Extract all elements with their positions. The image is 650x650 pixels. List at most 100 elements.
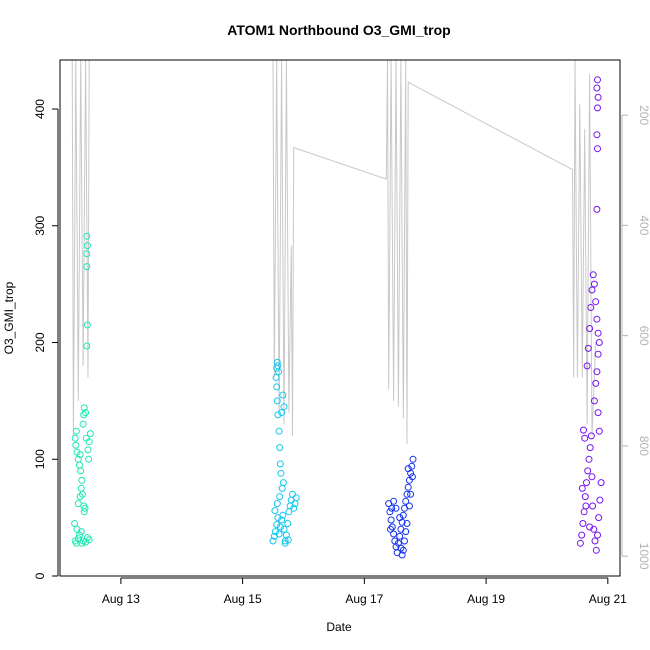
data-point bbox=[82, 538, 90, 546]
data-point bbox=[276, 460, 284, 468]
data-point bbox=[588, 473, 596, 481]
data-point bbox=[594, 329, 602, 337]
series-1 bbox=[71, 232, 94, 547]
data-point bbox=[397, 544, 405, 552]
data-point bbox=[76, 493, 84, 501]
data-point bbox=[408, 473, 416, 481]
data-point bbox=[586, 444, 594, 452]
y-tick-label: 100 bbox=[33, 449, 47, 469]
data-point bbox=[583, 362, 591, 370]
data-point bbox=[402, 528, 410, 536]
data-point bbox=[279, 511, 287, 519]
y-tick-label: 400 bbox=[33, 99, 47, 119]
data-point bbox=[282, 531, 290, 539]
data-point bbox=[593, 84, 601, 92]
data-point bbox=[85, 455, 93, 463]
data-point bbox=[398, 551, 406, 559]
data-point bbox=[593, 368, 601, 376]
series-3 bbox=[385, 455, 417, 559]
data-point bbox=[592, 546, 600, 554]
data-point bbox=[594, 93, 602, 101]
data-point bbox=[273, 500, 281, 508]
x-tick-label: Aug 21 bbox=[589, 592, 627, 606]
data-point bbox=[594, 76, 601, 84]
data-point bbox=[79, 490, 86, 498]
data-point bbox=[76, 451, 84, 459]
data-point bbox=[593, 315, 601, 323]
data-point bbox=[597, 479, 605, 487]
data-point bbox=[280, 525, 288, 533]
y-axis-label: O3_GMI_trop bbox=[2, 281, 16, 354]
x-tick-label: Aug 13 bbox=[102, 592, 140, 606]
data-point bbox=[78, 539, 86, 547]
data-point bbox=[269, 537, 277, 545]
data-point bbox=[273, 521, 281, 529]
data-point bbox=[83, 232, 91, 240]
data-point bbox=[278, 409, 286, 417]
data-point bbox=[586, 325, 594, 332]
data-point bbox=[399, 511, 407, 519]
data-point bbox=[592, 379, 600, 387]
data-point bbox=[387, 525, 394, 533]
data-point bbox=[83, 342, 91, 350]
data-point bbox=[278, 516, 286, 524]
series-2 bbox=[269, 358, 300, 547]
data-point bbox=[78, 476, 86, 484]
data-point bbox=[82, 434, 90, 442]
data-point bbox=[276, 444, 284, 452]
data-point bbox=[593, 131, 601, 139]
data-point bbox=[589, 502, 597, 510]
data-point bbox=[273, 383, 281, 391]
plot-frame bbox=[59, 59, 621, 577]
data-point bbox=[390, 497, 398, 505]
data-point bbox=[83, 263, 91, 271]
data-point bbox=[273, 397, 281, 405]
data-point bbox=[77, 528, 85, 536]
data-point bbox=[387, 516, 395, 524]
data-point bbox=[408, 462, 416, 470]
data-point bbox=[275, 368, 282, 376]
data-point bbox=[273, 358, 281, 366]
data-point bbox=[71, 434, 79, 442]
series-4 bbox=[576, 76, 605, 554]
data-point bbox=[80, 411, 88, 419]
axes-layer: Aug 13 Aug 15 Aug 17 Aug 19 Aug 21 0 100 200 300… bbox=[33, 99, 650, 606]
data-point bbox=[386, 508, 394, 516]
data-point bbox=[80, 508, 88, 516]
data-point bbox=[290, 504, 298, 512]
data-point bbox=[83, 534, 91, 541]
y2-tick-label: 200 bbox=[637, 105, 650, 125]
y-tick-label: 200 bbox=[33, 332, 47, 352]
data-point bbox=[594, 531, 601, 539]
data-point bbox=[82, 409, 90, 417]
data-point bbox=[274, 411, 282, 419]
data-point bbox=[388, 504, 396, 512]
data-point bbox=[401, 537, 408, 545]
data-point bbox=[272, 528, 279, 536]
data-point bbox=[581, 493, 589, 501]
data-point bbox=[584, 344, 592, 352]
data-point bbox=[578, 531, 586, 539]
data-point bbox=[81, 504, 89, 512]
data-point bbox=[284, 520, 292, 527]
data-point bbox=[590, 525, 598, 533]
data-point bbox=[587, 304, 595, 311]
data-point bbox=[289, 490, 296, 498]
x-tick-label: Aug 15 bbox=[224, 592, 262, 606]
data-point bbox=[85, 536, 93, 544]
data-point bbox=[83, 250, 91, 258]
data-point bbox=[407, 490, 415, 498]
data-point bbox=[277, 469, 285, 477]
data-point bbox=[275, 427, 283, 435]
x-axis-label: Date bbox=[326, 620, 352, 634]
data-point bbox=[72, 427, 80, 435]
y-tick-label: 300 bbox=[33, 215, 47, 235]
data-point bbox=[72, 441, 80, 449]
data-point bbox=[284, 536, 292, 544]
data-point bbox=[74, 455, 82, 463]
data-point bbox=[584, 467, 592, 475]
data-point bbox=[594, 350, 602, 358]
data-point bbox=[80, 404, 88, 412]
data-point bbox=[402, 497, 410, 505]
